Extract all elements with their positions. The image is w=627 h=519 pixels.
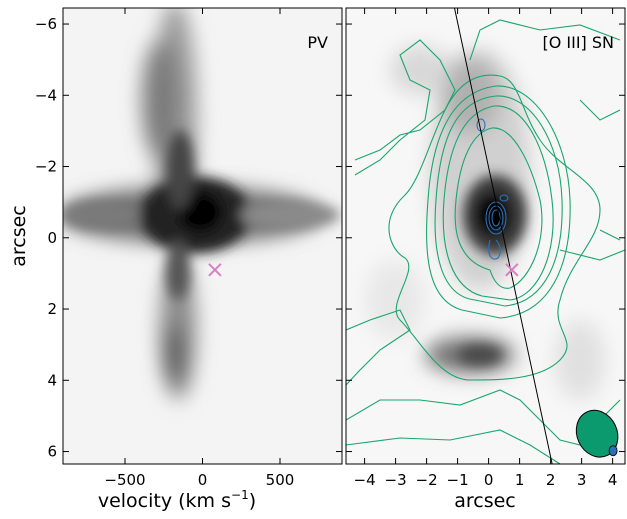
slit-line <box>454 8 553 464</box>
x-tick-label: 4 <box>608 471 618 489</box>
beam-ellipse-small <box>608 445 618 457</box>
x-tick-label: 1 <box>515 471 525 489</box>
x-tick-label: −3 <box>385 471 407 489</box>
y-tick-label: −2 <box>35 158 57 176</box>
pv-y-axis: −6 −4 −2 0 2 4 6 <box>35 15 342 461</box>
x-tick-label: 0 <box>484 471 494 489</box>
pv-panel: PV −500 0 500 −6 −4 −2 0 2 4 6 velocity (km s−1)… <box>8 7 343 512</box>
pv-y-axis-label: arcsec <box>8 205 30 267</box>
blue-contours <box>476 118 509 260</box>
pv-image <box>63 8 342 464</box>
oiii-marker <box>505 263 519 277</box>
oiii-y-ticks <box>346 23 625 453</box>
pv-panel-label: PV <box>307 33 328 52</box>
oiii-panel: [O III] SN −4 −3 −2 −1 0 1 2 3 4 arcsec <box>345 7 626 512</box>
x-tick-label: 500 <box>266 471 295 489</box>
x-tick-label: 3 <box>577 471 587 489</box>
x-marker-stroke <box>505 263 519 277</box>
x-tick-label: 2 <box>546 471 556 489</box>
beam-ellipse <box>575 409 619 458</box>
x-tick-label: −500 <box>104 471 145 489</box>
y-tick-label: 2 <box>47 300 57 318</box>
y-tick-label: −4 <box>35 86 57 104</box>
oiii-contours <box>346 19 625 464</box>
x-marker-stroke <box>208 263 222 277</box>
pv-marker <box>208 263 222 277</box>
y-tick-label: 0 <box>47 229 57 247</box>
pv-x-axis-label: velocity (km s−1) <box>98 488 256 512</box>
oiii-panel-label: [O III] SN <box>542 33 614 52</box>
oiii-image <box>346 8 625 464</box>
oiii-frame <box>345 7 626 465</box>
oiii-x-axis-label: arcsec <box>454 490 516 512</box>
y-tick-label: 4 <box>47 371 57 389</box>
oiii-x-axis: −4 −3 −2 −1 0 1 2 3 4 <box>354 8 618 489</box>
x-tick-label: −1 <box>447 471 469 489</box>
x-tick-label: −2 <box>416 471 438 489</box>
y-tick-label: −6 <box>35 15 57 33</box>
pv-x-axis: −500 0 500 <box>104 8 294 489</box>
y-tick-label: 6 <box>47 443 57 461</box>
x-tick-label: −4 <box>354 471 376 489</box>
x-tick-label: 0 <box>198 471 208 489</box>
